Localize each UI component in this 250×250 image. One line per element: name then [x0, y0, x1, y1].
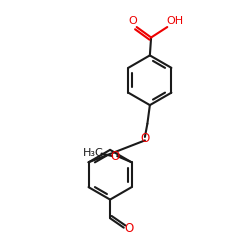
Text: O: O — [124, 222, 134, 235]
Text: O: O — [110, 150, 119, 162]
Text: O: O — [129, 16, 138, 26]
Text: O: O — [140, 132, 149, 145]
Text: OH: OH — [166, 16, 183, 26]
Text: H₃C: H₃C — [82, 148, 103, 158]
